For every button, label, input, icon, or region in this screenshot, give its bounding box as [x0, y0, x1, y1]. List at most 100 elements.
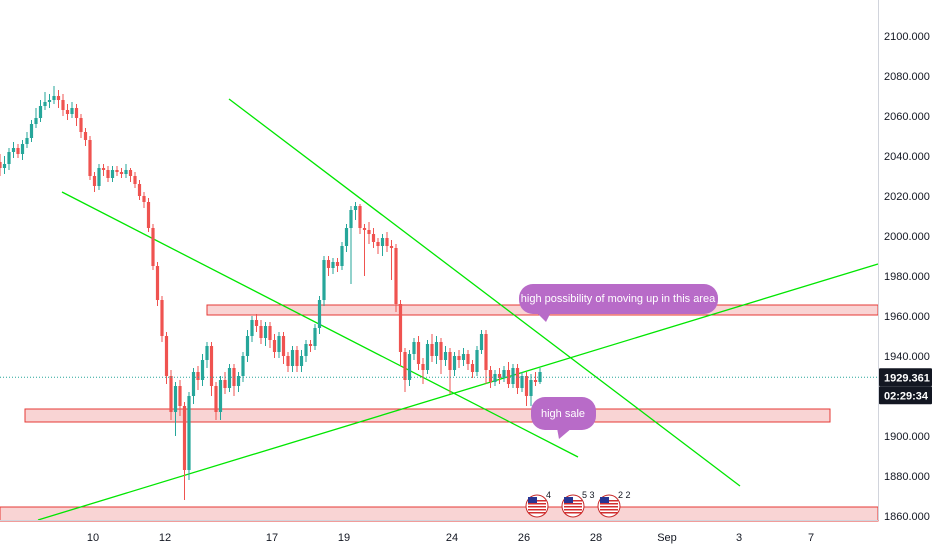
candle[interactable]: [119, 168, 124, 178]
candle[interactable]: [533, 372, 538, 386]
candle[interactable]: [115, 166, 119, 176]
candle[interactable]: [34, 108, 38, 128]
candle[interactable]: [259, 320, 263, 344]
time-axis[interactable]: 10 12 17 19 24 26 28 Sep 3 7: [87, 532, 814, 544]
candle[interactable]: [524, 372, 529, 406]
candle[interactable]: [191, 368, 196, 404]
candle[interactable]: [2, 156, 7, 174]
candle[interactable]: [515, 364, 520, 394]
candle[interactable]: [196, 366, 200, 390]
candle[interactable]: [151, 224, 155, 270]
candle[interactable]: [380, 234, 385, 256]
candle[interactable]: [389, 240, 394, 280]
trendline-ascending[interactable]: [37, 263, 879, 521]
candle[interactable]: [173, 382, 178, 436]
candle[interactable]: [142, 192, 146, 208]
candle[interactable]: [20, 140, 25, 160]
candle[interactable]: [371, 228, 376, 248]
candle[interactable]: [470, 360, 475, 378]
candle[interactable]: [452, 352, 457, 376]
candle[interactable]: [7, 148, 11, 170]
candle[interactable]: [272, 334, 277, 358]
candle[interactable]: [322, 256, 326, 306]
candle[interactable]: [83, 128, 88, 146]
candle[interactable]: [497, 368, 502, 384]
candle[interactable]: [430, 334, 434, 362]
candle[interactable]: [164, 332, 169, 384]
candle[interactable]: [47, 94, 52, 108]
trendline-upper-descending[interactable]: [228, 98, 741, 487]
candle[interactable]: [412, 338, 416, 360]
candle[interactable]: [25, 132, 29, 148]
candle[interactable]: [182, 402, 187, 500]
candle[interactable]: [106, 166, 110, 182]
candle[interactable]: [511, 364, 515, 388]
candle[interactable]: [421, 358, 425, 384]
candle[interactable]: [52, 86, 56, 104]
callout-high-sale[interactable]: high sale: [531, 397, 596, 439]
candle[interactable]: [461, 348, 466, 366]
candle[interactable]: [214, 382, 218, 420]
lower-support-zone[interactable]: [0, 506, 879, 522]
candle[interactable]: [124, 164, 128, 178]
candle[interactable]: [484, 330, 488, 384]
candle[interactable]: [457, 350, 461, 368]
candle[interactable]: [155, 262, 160, 306]
us-flag-event-icon[interactable]: 2 2: [597, 490, 631, 518]
candle[interactable]: [506, 362, 511, 388]
candle[interactable]: [74, 104, 79, 126]
candle[interactable]: [394, 244, 398, 312]
candle[interactable]: [38, 100, 43, 122]
candle[interactable]: [56, 90, 61, 108]
candle[interactable]: [304, 340, 308, 362]
support-zone[interactable]: [24, 408, 831, 423]
candle[interactable]: [205, 342, 209, 368]
candle[interactable]: [443, 346, 448, 366]
candle[interactable]: [223, 372, 227, 394]
candle[interactable]: [65, 104, 70, 120]
candle[interactable]: [137, 180, 142, 200]
candle[interactable]: [146, 198, 151, 232]
candle[interactable]: [488, 366, 493, 388]
candle[interactable]: [295, 346, 299, 372]
candle[interactable]: [218, 376, 223, 420]
candle[interactable]: [479, 330, 484, 354]
candle[interactable]: [281, 332, 286, 364]
callout-moving-up[interactable]: high possibility of moving up in this ar…: [519, 284, 718, 322]
candle[interactable]: [331, 258, 335, 274]
candle[interactable]: [268, 322, 272, 348]
candle[interactable]: [416, 336, 421, 370]
candle[interactable]: [520, 372, 524, 392]
candle[interactable]: [160, 296, 164, 342]
candle[interactable]: [70, 102, 74, 118]
candle[interactable]: [403, 348, 407, 392]
candle[interactable]: [11, 142, 16, 158]
candle[interactable]: [425, 340, 430, 374]
plot-area[interactable]: [0, 0, 878, 520]
candle[interactable]: [290, 346, 295, 372]
us-flag-event-icon[interactable]: 4: [525, 490, 551, 518]
candle[interactable]: [376, 238, 380, 254]
candle[interactable]: [493, 370, 497, 386]
candle[interactable]: [43, 92, 47, 110]
candle[interactable]: [178, 380, 182, 416]
candle[interactable]: [169, 370, 173, 420]
candle[interactable]: [502, 366, 506, 382]
candle[interactable]: [335, 258, 340, 272]
candle[interactable]: [92, 172, 97, 192]
candle[interactable]: [326, 256, 331, 276]
candle[interactable]: [227, 364, 232, 392]
candle[interactable]: [101, 164, 106, 176]
candle[interactable]: [529, 374, 533, 406]
candle[interactable]: [128, 168, 133, 182]
candle[interactable]: [313, 324, 317, 350]
candle[interactable]: [367, 222, 371, 244]
candle[interactable]: [79, 114, 83, 138]
candle[interactable]: [61, 94, 65, 116]
candle[interactable]: [407, 350, 412, 386]
candle[interactable]: [308, 340, 313, 352]
candle[interactable]: [475, 346, 479, 376]
candle[interactable]: [317, 296, 322, 334]
candle[interactable]: [385, 232, 389, 252]
